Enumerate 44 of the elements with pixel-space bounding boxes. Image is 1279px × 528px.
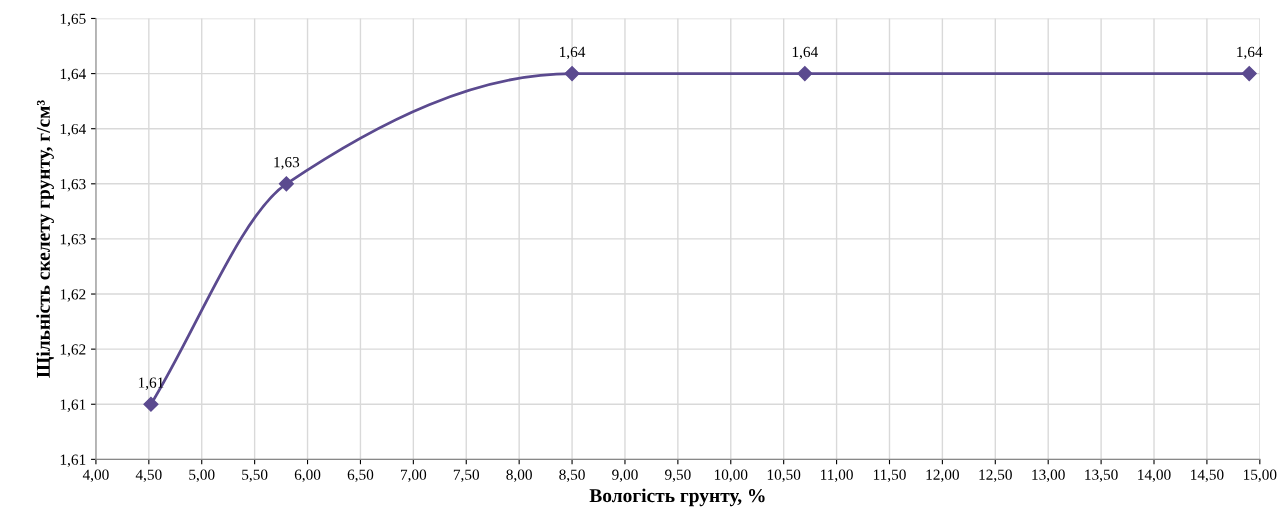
y-tick-label: 1,64 <box>60 123 86 137</box>
point <box>143 396 159 412</box>
x-tick-label: 9,50 <box>664 469 691 483</box>
x-tick-label: 7,00 <box>400 469 427 483</box>
x-tick-label: 11,00 <box>821 469 853 483</box>
y-tick-label: 1,62 <box>60 344 86 357</box>
x-tick-label: 4,50 <box>135 469 162 483</box>
x-axis-title: Вологість грунту, % <box>589 488 765 507</box>
x-tick-label: 13,50 <box>1085 469 1118 483</box>
data-label: 1,63 <box>274 157 300 170</box>
point <box>1241 66 1257 82</box>
x-tick-label: 9,00 <box>612 469 638 483</box>
data-label: 1,64 <box>1237 46 1263 60</box>
x-tick-label: 6,00 <box>294 469 321 483</box>
x-tick-label: 6,50 <box>347 469 374 483</box>
x-tick-label: 14,00 <box>1138 469 1171 483</box>
y-tick-label: 1,63 <box>60 234 86 247</box>
point <box>278 176 294 192</box>
data-label: 1,64 <box>560 46 586 60</box>
y-axis-title: Щільність скелету грунту, г/см³ <box>36 100 54 378</box>
x-tick-label: 10,00 <box>714 469 748 483</box>
data-label: 1,61 <box>138 377 164 390</box>
x-tick-label: 12,00 <box>926 469 959 483</box>
x-tick-label: 10,50 <box>767 469 801 483</box>
y-tick-label: 1,61 <box>60 454 86 468</box>
y-tick-label: 1,63 <box>60 178 86 192</box>
data-label: 1,64 <box>792 46 818 60</box>
y-tick-label: 1,61 <box>60 399 86 412</box>
x-tick-label: 11,50 <box>873 469 906 483</box>
point <box>797 66 813 82</box>
y-tick-label: 1,65 <box>60 13 86 27</box>
x-tick-label: 15,00 <box>1243 469 1277 483</box>
x-tick-label: 7,50 <box>453 469 480 483</box>
y-tick-label: 1,64 <box>60 68 86 82</box>
x-tick-label: 4,00 <box>82 469 109 483</box>
x-tick-label: 5,50 <box>242 469 268 483</box>
x-tick-label: 12,50 <box>979 469 1012 483</box>
x-tick-label: 5,00 <box>189 469 215 483</box>
x-tick-label: 13,00 <box>1032 469 1065 483</box>
y-tick-label: 1,62 <box>60 289 86 302</box>
x-tick-label: 8,00 <box>506 469 532 483</box>
x-tick-label: 8,50 <box>559 469 585 483</box>
x-tick-label: 14,50 <box>1191 469 1224 483</box>
point <box>564 66 580 82</box>
